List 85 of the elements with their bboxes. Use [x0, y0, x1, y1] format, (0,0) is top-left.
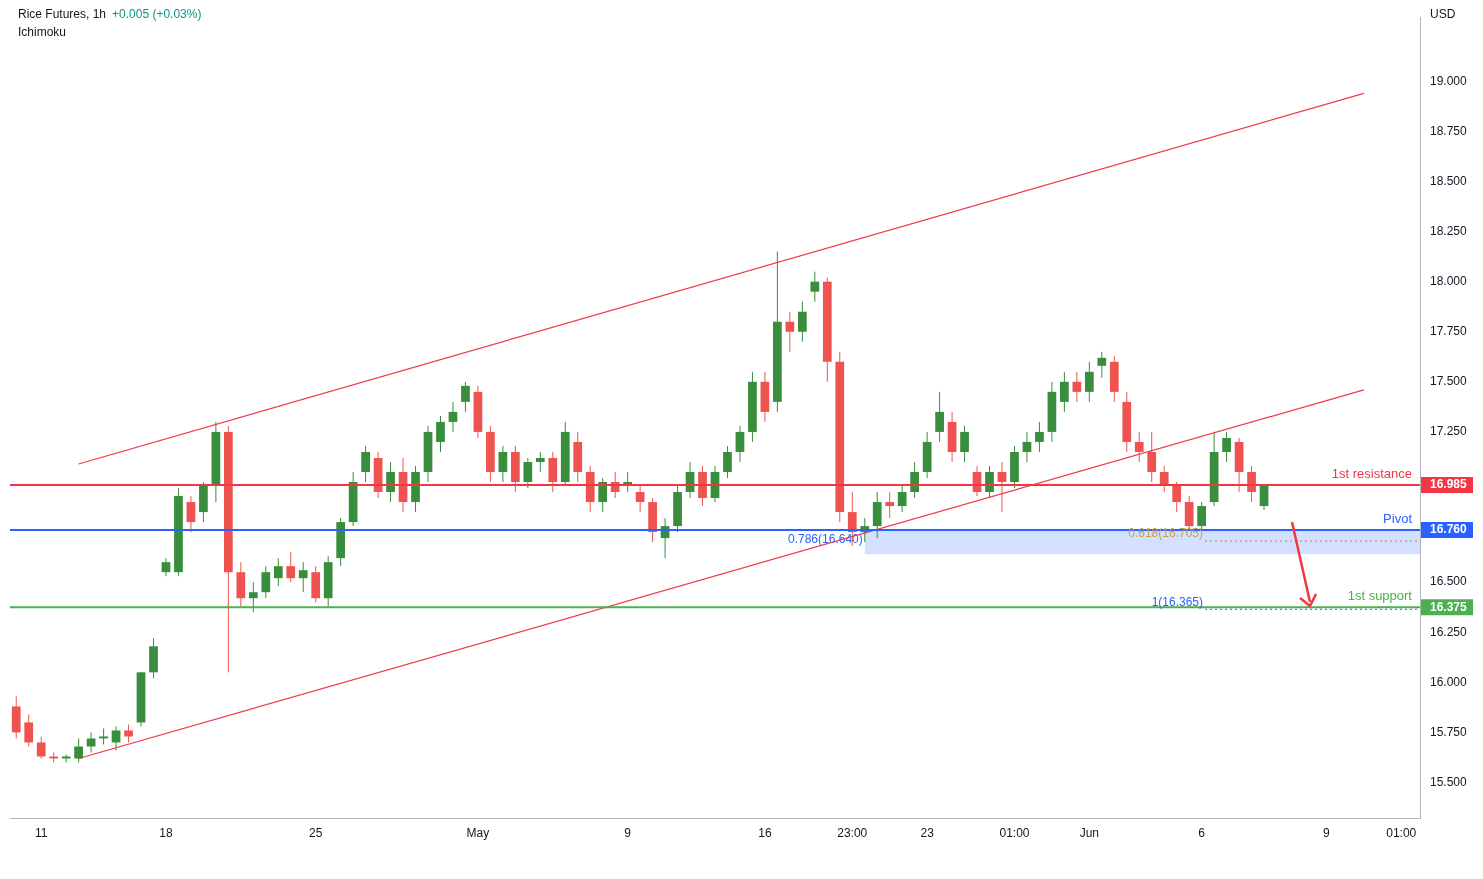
annotation: Ichimoku	[18, 25, 67, 39]
candlestick	[261, 565, 271, 599]
candlestick	[124, 723, 133, 743]
candlestick	[985, 465, 994, 499]
y-tick-label: 17.250	[1430, 424, 1468, 439]
y-tick-label: 18.250	[1430, 223, 1468, 238]
candlestick	[1222, 431, 1231, 463]
candlestick	[86, 731, 96, 753]
x-tick-label: 23:00	[837, 826, 868, 841]
ref-line-label: Pivot	[1383, 511, 1413, 527]
y-tick-label: 18.500	[1430, 173, 1468, 188]
candlestick	[997, 461, 1007, 513]
x-tick-label: Jun	[1079, 826, 1100, 841]
candlestick	[298, 561, 308, 593]
candlestick	[498, 445, 508, 483]
y-tick-label: 16.250	[1430, 624, 1468, 639]
candlestick	[810, 271, 820, 303]
candlestick	[1247, 465, 1256, 503]
candlestick	[523, 457, 533, 489]
candlestick	[735, 425, 745, 463]
candlestick	[436, 415, 445, 453]
chart-subtitle: +0.005 (+0.03%)	[112, 7, 202, 21]
candlestick	[1022, 431, 1032, 463]
x-tick-label: 25	[309, 826, 323, 841]
candlestick	[935, 391, 944, 443]
candlestick	[49, 751, 59, 763]
candlestick	[248, 581, 258, 613]
candlestick	[24, 713, 34, 747]
ref-line-label: 1(16.365)	[1151, 594, 1203, 609]
y-tick-label: 16.500	[1430, 574, 1468, 589]
x-tick-label: 11	[34, 826, 48, 841]
candlestick	[1134, 431, 1144, 463]
x-tick-label: 18	[159, 826, 173, 841]
candlestick	[461, 381, 470, 413]
candlestick	[535, 451, 545, 473]
x-tick-label: 23	[920, 826, 935, 841]
candlestick	[186, 495, 196, 533]
candlestick	[785, 311, 795, 353]
ref-line-label: 1st support	[1347, 588, 1413, 604]
y-axis-title: USD	[1430, 7, 1456, 21]
x-tick-label: 01:00	[1386, 826, 1417, 841]
candlestick	[386, 461, 395, 503]
candlestick	[273, 557, 283, 587]
candlestick	[910, 461, 920, 499]
y-tick-label: 16.000	[1430, 674, 1468, 689]
candlestick	[723, 445, 732, 479]
x-tick-label: 9	[1323, 826, 1331, 841]
y-tick-label: 18.000	[1430, 273, 1468, 288]
candlestick	[1172, 481, 1182, 513]
y-tick-label: 15.750	[1430, 724, 1468, 739]
candlestick	[897, 485, 907, 513]
chart-title: Rice Futures, 1h	[18, 7, 107, 21]
y-tick-label: 18.750	[1430, 123, 1468, 138]
y-tick-label: 15.500	[1430, 774, 1468, 789]
candlestick	[361, 445, 370, 483]
y-tick-label: 17.750	[1430, 324, 1468, 339]
candlestick	[885, 491, 895, 519]
y-tick-label: 16.375	[1430, 599, 1468, 614]
x-tick-label: 6	[1198, 826, 1206, 841]
candlestick	[797, 301, 807, 343]
candlestick	[960, 425, 969, 463]
candlestick	[36, 735, 46, 759]
candlestick	[286, 551, 296, 583]
ref-line-label: 0.618(16.705)	[1128, 526, 1203, 541]
candlestick	[1060, 371, 1069, 413]
y-tick-label: 16.985	[1430, 477, 1468, 492]
y-tick-label: 16.760	[1430, 522, 1468, 537]
candlestick	[1097, 351, 1107, 379]
x-tick-label: 16	[758, 826, 772, 841]
candlestick	[1147, 431, 1157, 483]
x-tick-label: 9	[624, 826, 632, 841]
y-tick-label: 17.500	[1430, 374, 1468, 389]
candlestick	[1084, 361, 1094, 403]
x-tick-label: May	[466, 826, 490, 841]
candlestick	[598, 477, 608, 513]
candlestick	[74, 737, 83, 763]
candlestick	[448, 401, 458, 433]
candlestick	[111, 725, 121, 751]
candlestick	[161, 557, 171, 577]
x-tick-label: 01:00	[999, 826, 1030, 841]
candlestick	[635, 485, 645, 513]
ref-line-label: 1st resistance	[1331, 466, 1412, 482]
candlestick	[1072, 371, 1082, 403]
y-tick-label: 19.000	[1430, 73, 1468, 88]
candlestick	[1035, 421, 1044, 453]
